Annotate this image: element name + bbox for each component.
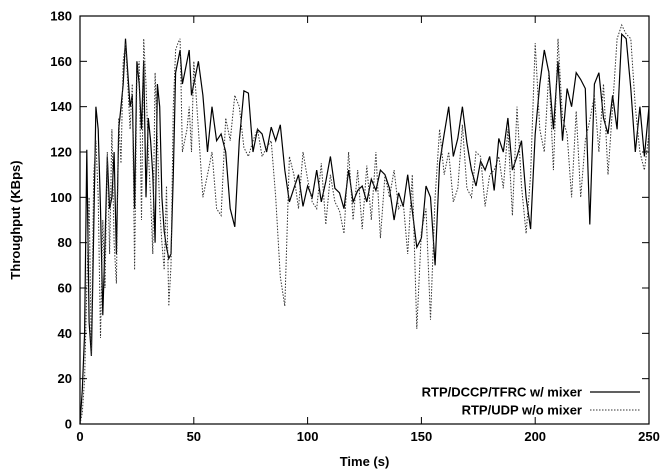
x-axis-title: Time (s) [340, 454, 390, 469]
y-tick-label: 140 [50, 99, 72, 114]
y-tick-label: 120 [50, 145, 72, 160]
x-tick-label: 200 [524, 429, 546, 444]
x-tick-label: 0 [76, 429, 83, 444]
y-tick-label: 80 [58, 235, 72, 250]
legend-label-udp: RTP/UDP w/o mixer [462, 403, 582, 418]
x-tick-label: 50 [187, 429, 201, 444]
y-tick-label: 100 [50, 190, 72, 205]
x-tick-label: 100 [297, 429, 319, 444]
x-tick-label: 150 [411, 429, 433, 444]
y-axis-title: Throughput (KBps) [8, 160, 23, 279]
series-line-udp [79, 23, 650, 425]
y-tick-label: 160 [50, 54, 72, 69]
legend: RTP/DCCP/TFRC w/ mixer RTP/UDP w/o mixer [422, 385, 640, 418]
legend-label-dccp: RTP/DCCP/TFRC w/ mixer [422, 385, 582, 400]
series-line-dccp [79, 32, 650, 425]
y-tick-label: 60 [58, 281, 72, 296]
y-tick-label: 40 [58, 326, 72, 341]
ticks-layer: 0 50 100 150 200 250 0 20 40 60 80 100 120 140 160 180 [50, 9, 660, 445]
y-tick-label: 180 [50, 9, 72, 24]
plot-frame [79, 15, 650, 425]
series-layer [79, 23, 650, 425]
x-tick-label: 250 [638, 429, 660, 444]
y-tick-label: 20 [58, 371, 72, 386]
y-tick-label: 0 [65, 417, 72, 432]
